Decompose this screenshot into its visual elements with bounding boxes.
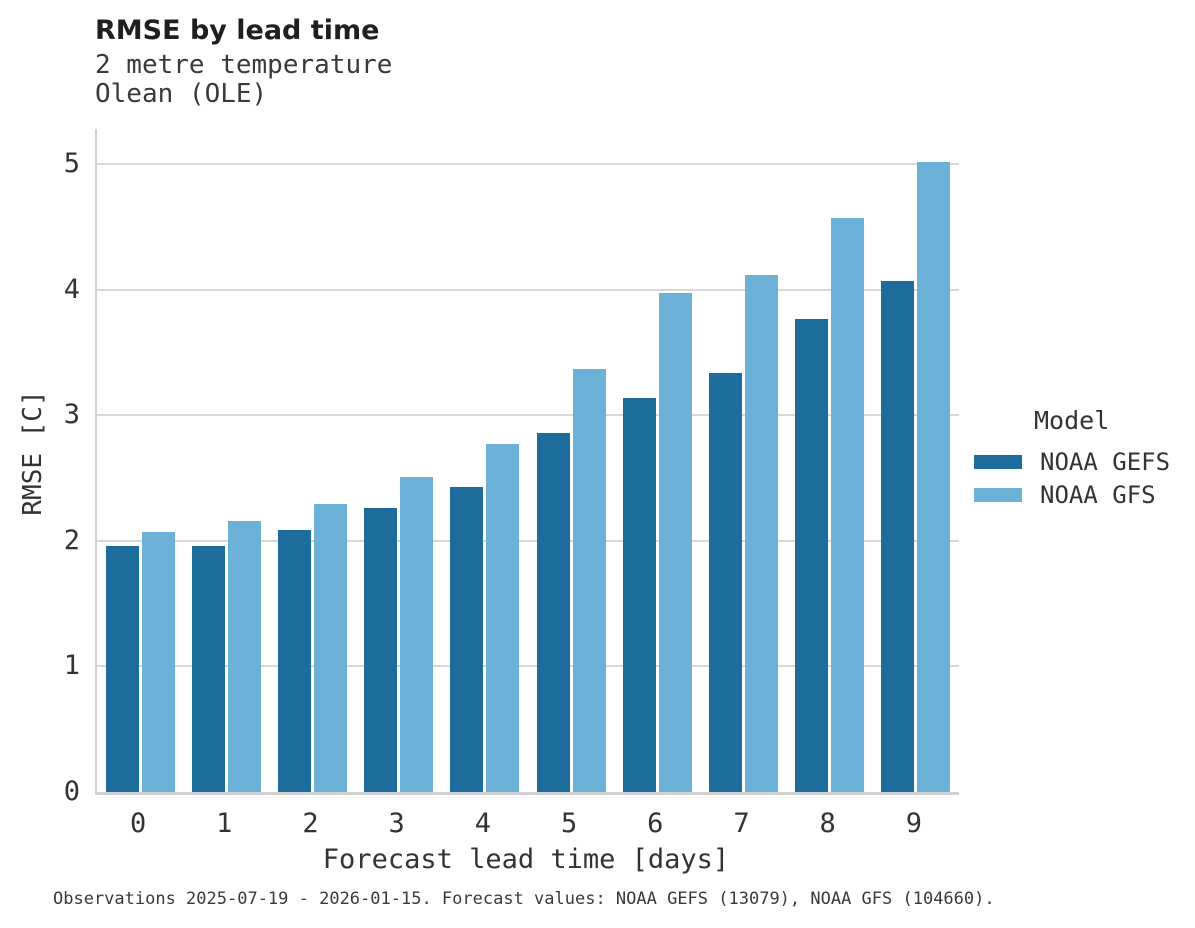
bar-group-lead-3 — [356, 129, 442, 792]
bar-noaa-gefs-lead-0 — [105, 546, 139, 792]
bar-noaa-gfs-lead-5 — [572, 369, 606, 792]
gridline-y-1 — [97, 665, 959, 668]
y-tick-label-0: 0 — [63, 776, 80, 807]
x-tick-label-8: 8 — [819, 808, 836, 839]
x-tick-label-4: 4 — [474, 808, 492, 839]
bar-group-lead-2 — [269, 129, 355, 792]
bar-group-lead-5 — [528, 129, 614, 792]
y-tick-label-5: 5 — [63, 148, 80, 180]
bar-group-lead-6 — [614, 129, 700, 792]
bar-noaa-gfs-lead-4 — [486, 444, 520, 792]
x-tick-label-3: 3 — [388, 808, 405, 839]
legend-label-noaa-gfs: NOAA GFS — [1040, 480, 1156, 509]
chart-subtitle-station: Olean (OLE) — [95, 79, 268, 109]
chart-title: RMSE by lead time — [95, 15, 380, 46]
bar-noaa-gefs-lead-5 — [536, 433, 570, 792]
bar-noaa-gfs-lead-7 — [744, 275, 778, 792]
bar-noaa-gefs-lead-1 — [191, 546, 225, 792]
bar-noaa-gefs-lead-3 — [364, 508, 398, 792]
bar-noaa-gfs-lead-0 — [141, 532, 175, 792]
chart-subtitle-variable: 2 metre temperature — [95, 50, 393, 80]
bar-noaa-gfs-lead-3 — [400, 477, 434, 792]
x-tick-label-9: 9 — [905, 808, 923, 839]
legend-swatch-noaa-gfs-icon — [974, 487, 1022, 502]
legend-label-noaa-gefs: NOAA GEFS — [1040, 447, 1171, 476]
x-axis-title: Forecast lead time [days] — [322, 844, 730, 875]
bar-noaa-gfs-lead-9 — [917, 162, 951, 792]
bar-noaa-gefs-lead-6 — [622, 398, 656, 792]
bar-noaa-gefs-lead-8 — [795, 319, 829, 792]
bar-noaa-gefs-lead-7 — [708, 373, 742, 792]
y-tick-label-2: 2 — [63, 524, 80, 556]
y-tick-label-3: 3 — [63, 399, 80, 431]
bar-noaa-gfs-lead-1 — [227, 521, 261, 792]
bar-group-lead-7 — [700, 129, 786, 792]
gridline-y-4 — [97, 288, 959, 291]
bar-noaa-gefs-lead-2 — [277, 530, 311, 792]
bar-group-lead-4 — [442, 129, 528, 792]
bar-group-lead-9 — [873, 129, 959, 792]
bar-group-lead-8 — [787, 129, 873, 792]
x-tick-label-7: 7 — [733, 808, 750, 839]
bar-noaa-gefs-lead-4 — [450, 487, 484, 792]
gridline-y-3 — [97, 414, 959, 417]
bar-noaa-gfs-lead-2 — [313, 504, 347, 792]
x-tick-label-2: 2 — [302, 808, 319, 839]
y-tick-label-4: 4 — [63, 273, 80, 305]
legend-swatch-noaa-gefs-icon — [974, 454, 1022, 469]
plot-area — [95, 129, 959, 795]
gridline-y-2 — [97, 539, 959, 542]
chart-subtitle: 2 metre temperature Olean (OLE) — [95, 51, 392, 109]
legend-item-noaa-gefs: NOAA GEFS — [974, 445, 1170, 478]
bar-group-lead-1 — [183, 129, 269, 792]
bar-noaa-gfs-lead-6 — [658, 293, 692, 792]
x-tick-label-5: 5 — [560, 808, 578, 839]
legend: Model NOAA GEFS NOAA GFS — [974, 406, 1170, 511]
y-tick-label-1: 1 — [63, 650, 80, 682]
legend-item-noaa-gfs: NOAA GFS — [974, 478, 1170, 511]
gridline-y-5 — [97, 163, 959, 166]
legend-title: Model — [1034, 406, 1110, 435]
bar-noaa-gefs-lead-9 — [881, 281, 915, 792]
bar-noaa-gfs-lead-8 — [831, 218, 865, 792]
footer-note: Observations 2025-07-19 - 2026-01-15. Fo… — [53, 889, 995, 909]
x-tick-label-6: 6 — [647, 808, 664, 839]
x-tick-label-0: 0 — [129, 808, 147, 839]
bar-group-lead-0 — [97, 129, 183, 792]
x-tick-label-1: 1 — [216, 808, 233, 839]
